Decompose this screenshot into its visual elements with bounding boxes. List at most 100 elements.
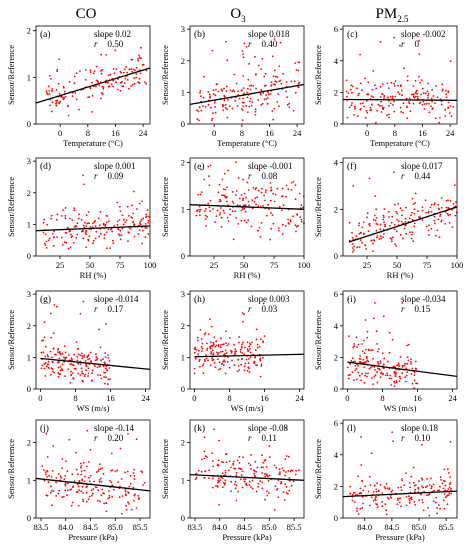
data-point [271,214,274,217]
data-point [263,85,266,87]
data-point [450,487,452,490]
data-point [221,362,224,365]
data-point [241,50,244,52]
data-point [414,192,417,195]
data-point [223,87,225,90]
panel-h-slope-text: slope 0.003 [248,294,290,304]
data-point [277,496,280,499]
data-point [215,340,218,343]
data-point [51,470,54,472]
data-point [120,81,122,84]
data-point [416,92,419,95]
data-point [114,470,117,473]
y-tick-label: 2 [27,321,31,331]
data-point [380,372,382,375]
data-point [77,217,80,220]
data-point [193,367,196,370]
data-point [194,351,196,354]
data-point [214,94,217,97]
data-point [211,117,214,120]
data-point [421,501,424,504]
x-tick-label: 83.5 [188,522,203,532]
x-tick-label: 0 [58,128,62,138]
y-tick-label: 0 [181,384,185,394]
data-point [284,474,286,477]
data-point [224,471,227,474]
data-point [100,92,103,94]
data-point [367,81,370,83]
data-point [111,495,114,498]
data-point [107,357,110,359]
data-point [375,229,378,232]
data-point [384,223,386,226]
data-point [126,205,129,208]
data-point [362,233,365,236]
data-point [404,380,407,383]
data-point [429,206,432,209]
data-point [240,108,243,110]
data-point [45,90,48,92]
data-point [448,483,451,485]
data-point [414,491,416,493]
panel-c-frame [342,25,458,125]
data-point [281,467,284,469]
data-point [381,373,384,376]
data-point [85,364,87,366]
data-point [198,358,201,361]
data-point [71,95,74,98]
data-point [125,494,127,496]
panel-d-fit-line [35,225,151,232]
data-point [52,490,55,493]
data-point [47,360,50,363]
data-point [259,480,262,483]
data-point [227,220,230,223]
data-point [297,61,300,64]
data-point [368,475,371,478]
data-point [244,346,246,349]
data-point [105,54,108,56]
data-point [73,226,76,229]
panel-a-slope-text: slope 0.02 [94,29,131,39]
data-point [142,484,144,486]
data-point [290,189,293,191]
data-point [132,472,135,474]
data-point [134,493,136,496]
x-tick-label: 8 [380,393,384,403]
data-point [63,241,66,244]
data-point [375,121,377,124]
data-point [278,80,281,83]
data-point [378,238,381,240]
data-point [257,189,260,192]
data-point [244,478,247,480]
data-point [207,165,210,168]
data-point [388,331,391,334]
data-point [195,476,198,479]
data-point [444,480,446,483]
data-point [375,208,378,211]
data-point [383,221,385,224]
data-point [51,88,54,90]
data-point [218,439,220,442]
data-point [91,226,94,229]
data-point [405,367,407,370]
data-point [75,451,77,454]
data-point [133,235,136,238]
data-point [84,373,87,376]
y-tick-label: 1 [27,352,31,362]
data-point [288,477,291,479]
data-point [452,202,455,205]
data-point [427,92,430,95]
data-point [241,343,243,346]
y-tick-label: 2 [27,438,31,448]
panel-j-frame [35,419,151,519]
data-point [70,370,72,373]
data-point [194,346,197,349]
data-point [223,359,226,362]
data-point [362,362,365,364]
data-point [94,237,97,240]
data-point [414,504,416,506]
data-point [261,487,264,490]
data-point [404,217,407,220]
data-point [423,103,426,105]
data-point [141,471,144,474]
